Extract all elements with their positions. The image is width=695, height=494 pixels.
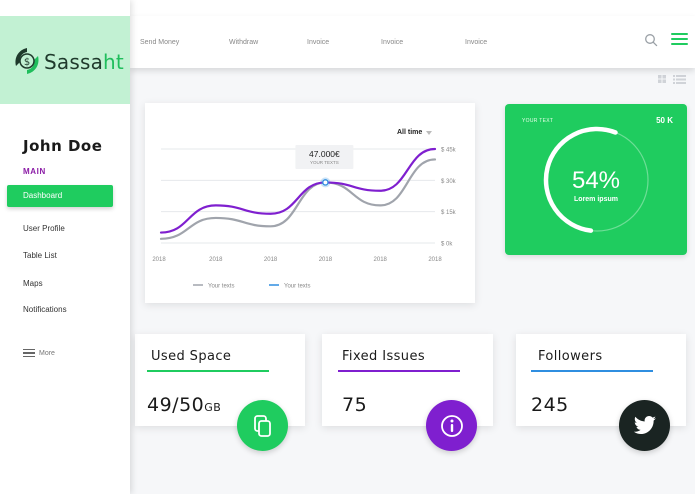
progress-gauge [543, 126, 649, 233]
y-tick-label: $ 15k [441, 210, 457, 216]
y-tick-label: $ 45k [441, 148, 457, 154]
copy-icon [253, 414, 271, 437]
chevron-down-icon [426, 130, 433, 135]
sidebar-item-maps[interactable]: Maps [23, 279, 43, 288]
series-line-1 [159, 158, 437, 240]
stat-title: Used Space [151, 349, 232, 364]
logo-area[interactable]: $ Sassaht [0, 16, 130, 104]
fixed-issues-button[interactable] [426, 400, 477, 451]
x-tick-label: 2018 [319, 257, 333, 263]
stat-underline [338, 370, 460, 372]
line-chart: $ 0k $ 15k $ 30k $ 45k 2018 2018 2018 2018 2018 2… [152, 145, 457, 290]
x-tick-label: 2018 [152, 257, 166, 263]
legend-label: Your texts [284, 284, 310, 290]
used-space-button[interactable] [237, 400, 288, 451]
nav-link-invoice-3[interactable]: Invoice [465, 39, 488, 46]
legend-label: Your texts [208, 284, 234, 290]
progress-card: YOUR TEXT 50 K 54% Lorem ipsum [505, 104, 687, 255]
followers-button[interactable] [619, 400, 670, 451]
time-filter-label: All time [397, 129, 423, 136]
sidebar-item-dashboard[interactable]: Dashboard [7, 185, 113, 207]
time-filter-dropdown[interactable]: All time [397, 129, 433, 136]
stat-underline [147, 370, 269, 372]
nav-link-send-money[interactable]: Send Money [140, 39, 180, 46]
tooltip-caption: YOUR TEXTS [310, 160, 339, 165]
nav-link-invoice-1[interactable]: Invoice [307, 39, 330, 46]
sidebar-item-table-list[interactable]: Table List [23, 251, 57, 260]
view-toggle-icon[interactable] [658, 75, 686, 84]
progress-card-label: YOUR TEXT [522, 118, 554, 124]
y-tick-label: $ 30k [441, 179, 457, 185]
x-tick-label: 2018 [209, 257, 223, 263]
stat-card-followers: Followers 245 [516, 334, 686, 426]
x-tick-label: 2018 [264, 257, 278, 263]
twitter-icon [633, 415, 656, 434]
tooltip-value: 47.000€ [309, 149, 340, 159]
chart-card: All time $ 0k $ 15k $ 30k $ 45k 2018 2018 2018… [145, 103, 475, 303]
progress-card-value: 50 K [656, 116, 673, 125]
sidebar-item-user-profile[interactable]: User Profile [23, 224, 65, 233]
sidebar-item-notifications[interactable]: Notifications [23, 305, 67, 314]
x-tick-label: 2018 [428, 257, 442, 263]
stat-title: Fixed Issues [342, 349, 426, 364]
nav-link-invoice-2[interactable]: Invoice [381, 39, 404, 46]
more-button[interactable]: More [23, 349, 55, 357]
info-icon [440, 414, 463, 437]
search-icon[interactable] [644, 33, 658, 47]
data-point-highlight [322, 179, 329, 186]
stat-value: 245 [531, 394, 569, 416]
stat-underline [531, 370, 653, 372]
tooltip-box [295, 145, 354, 169]
y-tick-label: $ 0k [441, 242, 453, 248]
top-bar: Send Money Withdraw Invoice Invoice Invo… [130, 16, 695, 68]
stat-unit: GB [204, 401, 222, 414]
nav-link-withdraw[interactable]: Withdraw [229, 39, 259, 46]
menu-icon[interactable] [671, 33, 688, 45]
svg-text:$: $ [24, 57, 30, 68]
stat-title: Followers [538, 349, 603, 364]
x-tick-label: 2018 [374, 257, 388, 263]
sidebar: $ Sassaht John Doe MAIN Dashboard User P… [0, 0, 130, 494]
section-label-main: MAIN [23, 167, 46, 176]
gauge-progress-arc [543, 126, 618, 233]
stat-value: 49/50GB [147, 394, 222, 416]
user-name: John Doe [23, 137, 103, 155]
logo-icon: $ [15, 48, 39, 74]
stat-value: 75 [342, 394, 368, 416]
more-label: More [39, 349, 55, 357]
series-line-2 [159, 147, 437, 234]
gauge-caption: Lorem ipsum [574, 196, 618, 203]
hamburger-icon [23, 349, 35, 357]
logo-text: Sassaht [44, 50, 124, 74]
gauge-percent: 54% [571, 167, 621, 194]
